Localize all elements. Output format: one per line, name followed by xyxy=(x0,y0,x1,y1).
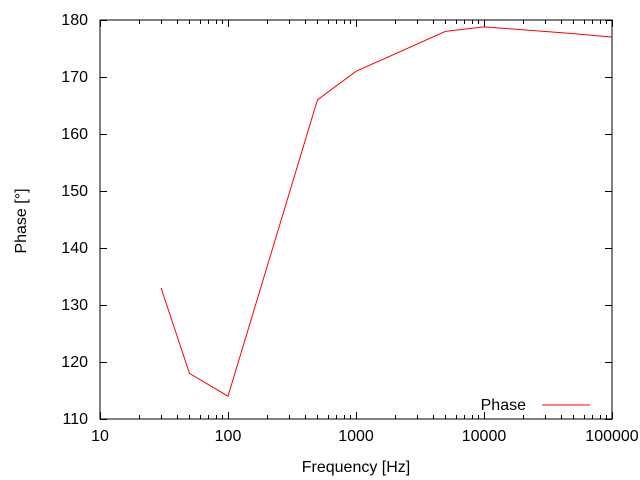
y-axis-tick-label: 180 xyxy=(61,12,88,29)
x-axis-title: Frequency [Hz] xyxy=(302,459,410,476)
y-axis-tick-label: 120 xyxy=(61,354,88,371)
plot-border xyxy=(99,19,613,420)
y-axis-tick-label: 150 xyxy=(61,183,88,200)
phase-curve xyxy=(160,26,613,397)
x-axis-tick-label: 10 xyxy=(91,428,109,445)
y-axis-title: Phase [°] xyxy=(13,188,30,253)
y-axis-tick-label: 160 xyxy=(61,126,88,143)
x-axis-tick-label: 10000 xyxy=(462,428,507,445)
axis-ticks xyxy=(100,20,613,420)
x-axis-tick-label: 1000 xyxy=(338,428,374,445)
y-axis-tick-label: 170 xyxy=(61,69,88,86)
y-axis-tick-label: 110 xyxy=(62,411,88,428)
y-axis-tick-label: 140 xyxy=(61,240,88,257)
axis-tick-labels: 10 100 1000 10000 100000 110 120 130 140 150 160 17… xyxy=(61,12,639,445)
series-curves xyxy=(160,26,613,397)
y-axis-tick-label: 130 xyxy=(61,297,88,314)
x-axis-tick-label: 100000 xyxy=(585,428,638,445)
x-axis-tick-label: 100 xyxy=(215,428,242,445)
legend-label: Phase xyxy=(481,397,526,414)
